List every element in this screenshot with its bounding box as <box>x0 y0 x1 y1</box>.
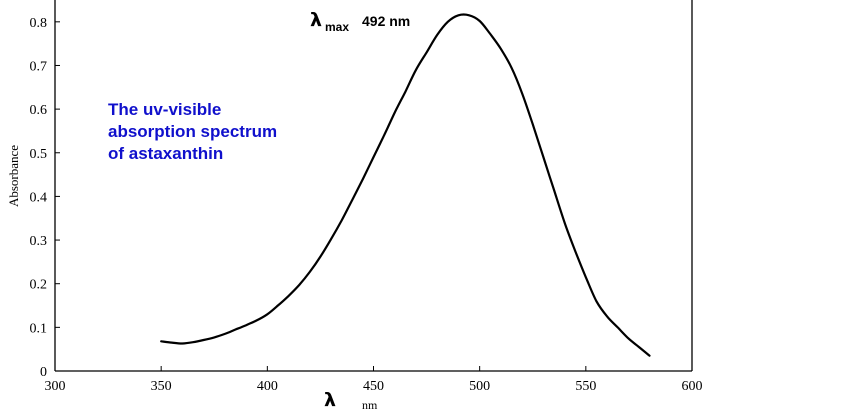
x-tick-label: 400 <box>257 379 278 394</box>
note-line-1: The uv-visible <box>108 100 221 119</box>
axes <box>54 0 693 372</box>
y-ticks: 0 0.1 0.2 0.3 0.4 0.5 0.6 0.7 0.8 <box>30 16 60 380</box>
lambda-max-symbol: λ <box>310 9 322 31</box>
note-line-3: of astaxanthin <box>108 144 223 163</box>
y-axis-title: Absorbance <box>6 145 21 207</box>
x-ticks: 300 350 400 450 500 550 600 <box>45 366 703 394</box>
series-layer <box>160 13 651 357</box>
x-tick-label: 550 <box>575 379 596 394</box>
lambda-max-annotation: λ max 492 nm <box>310 9 410 34</box>
lambda-max-subscript: max <box>325 20 349 34</box>
x-axis-unit: nm <box>362 398 378 412</box>
x-tick-label: 350 <box>151 379 172 394</box>
lambda-max-value: 492 nm <box>362 13 410 29</box>
x-axis-lambda-symbol: λ <box>324 389 336 411</box>
y-tick-label: 0.8 <box>30 16 48 31</box>
y-tick-label: 0.4 <box>30 190 48 205</box>
x-tick-label: 450 <box>363 379 384 394</box>
y-tick-label: 0.2 <box>30 278 48 293</box>
absorbance-series-line <box>160 13 651 357</box>
y-tick-label: 0.3 <box>30 234 48 249</box>
note-line-2: absorption spectrum <box>108 122 277 141</box>
x-tick-label: 500 <box>469 379 490 394</box>
y-tick-label: 0.5 <box>30 147 48 162</box>
x-tick-label: 600 <box>682 379 703 394</box>
spectrum-note: The uv-visible absorption spectrum of as… <box>108 100 277 163</box>
y-tick-label: 0.1 <box>30 321 48 336</box>
y-tick-label: 0 <box>40 365 47 380</box>
y-tick-label: 0.7 <box>30 59 48 74</box>
y-tick-label: 0.6 <box>30 103 48 118</box>
x-tick-label: 300 <box>45 379 66 394</box>
